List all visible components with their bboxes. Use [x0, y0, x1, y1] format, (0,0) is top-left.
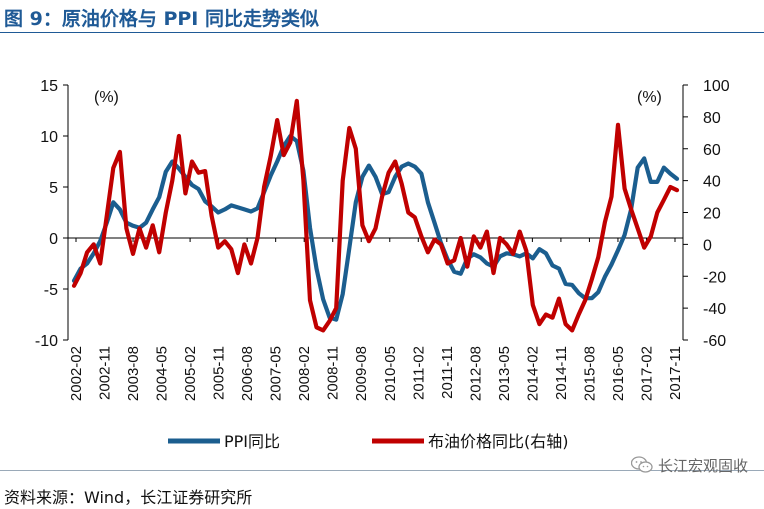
- left-tick-label: 0: [49, 231, 58, 248]
- right-unit-label: (%): [637, 89, 662, 106]
- left-unit-label: (%): [94, 89, 119, 106]
- right-tick-label: -40: [703, 301, 726, 318]
- x-tick-label: 2012-08: [467, 346, 484, 401]
- right-tick-label: 100: [703, 78, 730, 95]
- right-tick-label: -60: [703, 333, 726, 350]
- legend-label: PPI同比: [224, 432, 280, 451]
- x-tick-label: 2011-02: [410, 346, 427, 400]
- x-tick-label: 2009-08: [353, 346, 370, 401]
- x-tick-label: 2016-05: [610, 346, 627, 401]
- watermark-text: 长江宏观固收: [657, 457, 748, 475]
- x-tick-label: 2014-02: [524, 346, 541, 401]
- title-rule: [0, 32, 764, 33]
- brent-series-line: [71, 98, 680, 333]
- x-tick-label: 2011-11: [439, 346, 456, 399]
- wechat-icon: [630, 456, 653, 473]
- left-tick-label: -10: [35, 333, 58, 350]
- x-tick-label: 2003-08: [125, 346, 142, 401]
- legend-label: 布油价格同比(右轴): [428, 432, 569, 451]
- x-tick-label: 2017-11: [667, 346, 684, 400]
- watermark: 长江宏观固收: [630, 455, 748, 476]
- left-tick-label: 5: [49, 180, 58, 197]
- x-tick-label: 2005-11: [211, 346, 228, 400]
- x-tick-label: 2010-05: [382, 346, 399, 401]
- right-tick-label: 40: [703, 174, 721, 191]
- figure-title: 图 9：原油价格与 PPI 同比走势类似: [4, 8, 319, 30]
- right-tick-label: 20: [703, 206, 721, 223]
- right-tick-label: 80: [703, 110, 721, 127]
- x-tick-label: 2007-05: [268, 346, 285, 401]
- x-tick-label: 2005-02: [182, 346, 199, 401]
- x-tick-label: 2002-02: [68, 346, 85, 401]
- chart: -10 -5 0 5 10 15 -60 -40 -20 0 20 40 60 80 100 (%) (%) 20…: [35, 78, 730, 451]
- left-tick-label: -5: [44, 282, 58, 299]
- x-tick-label: 2008-11: [325, 346, 342, 400]
- left-tick-label: 15: [40, 78, 58, 95]
- x-tick-label: 2014-11: [553, 346, 570, 400]
- x-tick-label: 2004-05: [154, 346, 171, 401]
- left-tick-label: 10: [40, 129, 58, 146]
- right-tick-label: 0: [703, 237, 712, 254]
- right-tick-label: -20: [703, 269, 726, 286]
- source-note: 资料来源：Wind，长江证券研究所: [4, 488, 253, 507]
- right-tick-label: 60: [703, 142, 721, 159]
- x-tick-label: 2013-05: [496, 346, 513, 401]
- x-tick-label: 2015-08: [581, 346, 598, 401]
- footer-rule: [0, 470, 764, 471]
- x-tick-label: 2017-02: [638, 346, 655, 401]
- x-tick-label: 2006-08: [239, 346, 256, 401]
- x-tick-label: 2002-11: [97, 346, 114, 400]
- x-tick-label: 2008-02: [296, 346, 313, 401]
